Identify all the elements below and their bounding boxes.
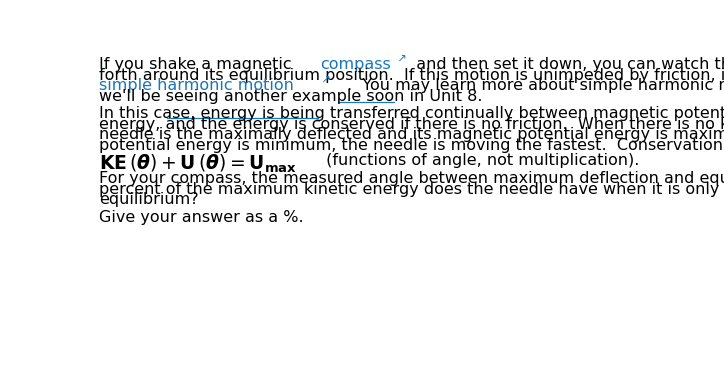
Text: In this case, energy is being transferred continually between magnetic potential: In this case, energy is being transferre… (99, 106, 724, 121)
Text: energy, and the energy is conserved if there is no friction.  When there is no k: energy, and the energy is conserved if t… (99, 117, 724, 132)
Text: For your compass, the measured angle between maximum deflection and equilibrium : For your compass, the measured angle bet… (99, 171, 724, 186)
Text: $\mathbf{KE}\,(\boldsymbol{\theta}) + \mathbf{U}\,(\boldsymbol{\theta}) = \mathb: $\mathbf{KE}\,(\boldsymbol{\theta}) + \m… (99, 153, 297, 175)
Text: we'll be seeing another example soon in Unit 8.: we'll be seeing another example soon in … (99, 89, 482, 104)
Text: (functions of angle, not multiplication).: (functions of angle, not multiplication)… (321, 153, 639, 168)
Text: needle is the maximally deflected and its magnetic potential energy is maximum; : needle is the maximally deflected and it… (99, 127, 724, 142)
Text: Give your answer as a %.: Give your answer as a %. (99, 210, 303, 225)
Text: potential energy is minimum, the needle is moving the fastest.  Conservation of : potential energy is minimum, the needle … (99, 138, 724, 153)
Text: and then set it down, you can watch the needle bounce back and: and then set it down, you can watch the … (405, 57, 724, 72)
Text: .  You may learn more about simple harmonic motion in Phys 1230, but: . You may learn more about simple harmon… (347, 78, 724, 93)
Text: ↗: ↗ (318, 75, 331, 85)
Text: compass: compass (321, 57, 391, 72)
Text: simple harmonic motion: simple harmonic motion (99, 78, 294, 93)
Text: equilibrium?: equilibrium? (99, 192, 198, 207)
Text: If you shake a magnetic: If you shake a magnetic (99, 57, 297, 72)
Text: forth around its equilibrium position.  If this motion is unimpeded by friction,: forth around its equilibrium position. I… (99, 68, 724, 83)
Text: ↗: ↗ (394, 54, 407, 64)
Text: percent of the maximum kinetic energy does the needle have when it is only defle: percent of the maximum kinetic energy do… (99, 182, 724, 197)
